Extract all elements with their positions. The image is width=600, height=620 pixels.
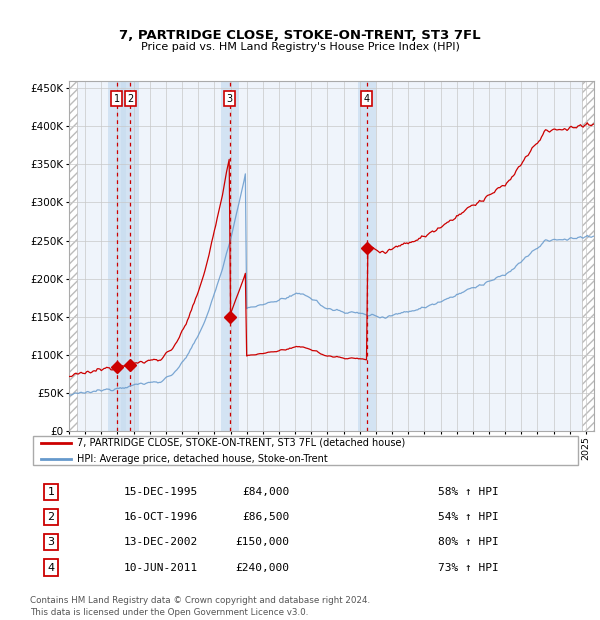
Text: 3: 3 [47, 538, 55, 547]
Bar [221, 81, 239, 431]
FancyBboxPatch shape [33, 436, 578, 465]
Bar [358, 81, 376, 431]
Text: 80% ↑ HPI: 80% ↑ HPI [439, 538, 499, 547]
Text: 2: 2 [47, 512, 55, 522]
Text: 2: 2 [127, 94, 133, 104]
Text: 13-DEC-2002: 13-DEC-2002 [124, 538, 198, 547]
Bar [69, 81, 77, 431]
Text: Contains HM Land Registry data © Crown copyright and database right 2024.
This d: Contains HM Land Registry data © Crown c… [30, 596, 370, 617]
Text: 16-OCT-1996: 16-OCT-1996 [124, 512, 198, 522]
Text: 3: 3 [227, 94, 233, 104]
Text: 1: 1 [47, 487, 55, 497]
Text: 10-JUN-2011: 10-JUN-2011 [124, 562, 198, 572]
Text: HPI: Average price, detached house, Stoke-on-Trent: HPI: Average price, detached house, Stok… [77, 454, 328, 464]
Text: 15-DEC-1995: 15-DEC-1995 [124, 487, 198, 497]
Text: £240,000: £240,000 [235, 562, 289, 572]
Bar [582, 81, 594, 431]
Text: 4: 4 [364, 94, 370, 104]
Text: £86,500: £86,500 [242, 512, 289, 522]
Text: 1: 1 [114, 94, 120, 104]
Text: 4: 4 [47, 562, 55, 572]
Bar [121, 81, 139, 431]
Text: 54% ↑ HPI: 54% ↑ HPI [439, 512, 499, 522]
Text: 7, PARTRIDGE CLOSE, STOKE-ON-TRENT, ST3 7FL (detached house): 7, PARTRIDGE CLOSE, STOKE-ON-TRENT, ST3 … [77, 438, 405, 448]
Bar [108, 81, 125, 431]
Bar [77, 81, 582, 431]
Text: Price paid vs. HM Land Registry's House Price Index (HPI): Price paid vs. HM Land Registry's House … [140, 42, 460, 52]
Text: £150,000: £150,000 [235, 538, 289, 547]
Text: 73% ↑ HPI: 73% ↑ HPI [439, 562, 499, 572]
Text: 7, PARTRIDGE CLOSE, STOKE-ON-TRENT, ST3 7FL: 7, PARTRIDGE CLOSE, STOKE-ON-TRENT, ST3 … [119, 29, 481, 42]
Text: 58% ↑ HPI: 58% ↑ HPI [439, 487, 499, 497]
Text: £84,000: £84,000 [242, 487, 289, 497]
